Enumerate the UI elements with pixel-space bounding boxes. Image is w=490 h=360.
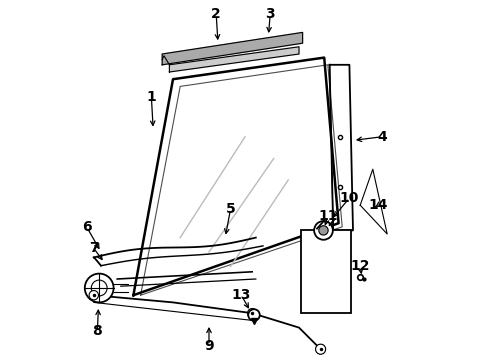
Polygon shape	[360, 169, 387, 234]
Text: 1: 1	[147, 90, 156, 104]
Text: 11: 11	[318, 209, 338, 223]
Polygon shape	[170, 47, 299, 72]
Text: 2: 2	[211, 8, 221, 21]
Circle shape	[316, 344, 326, 354]
Text: 10: 10	[340, 191, 359, 205]
Bar	[301, 230, 351, 313]
Circle shape	[314, 221, 333, 240]
Polygon shape	[162, 32, 303, 65]
Text: 7: 7	[89, 242, 98, 255]
Text: 3: 3	[266, 8, 275, 21]
Text: 5: 5	[226, 202, 236, 216]
Circle shape	[89, 291, 98, 300]
Text: 4: 4	[377, 130, 387, 144]
Text: 14: 14	[368, 198, 388, 212]
Circle shape	[247, 309, 257, 318]
Text: 13: 13	[232, 288, 251, 302]
Circle shape	[316, 345, 325, 354]
Text: 6: 6	[82, 220, 92, 234]
Circle shape	[85, 274, 114, 302]
Text: 9: 9	[204, 339, 214, 352]
Polygon shape	[330, 65, 353, 230]
Circle shape	[319, 226, 328, 235]
Circle shape	[248, 309, 260, 321]
Polygon shape	[133, 58, 339, 295]
Text: 12: 12	[350, 260, 370, 273]
Text: 8: 8	[93, 324, 102, 338]
